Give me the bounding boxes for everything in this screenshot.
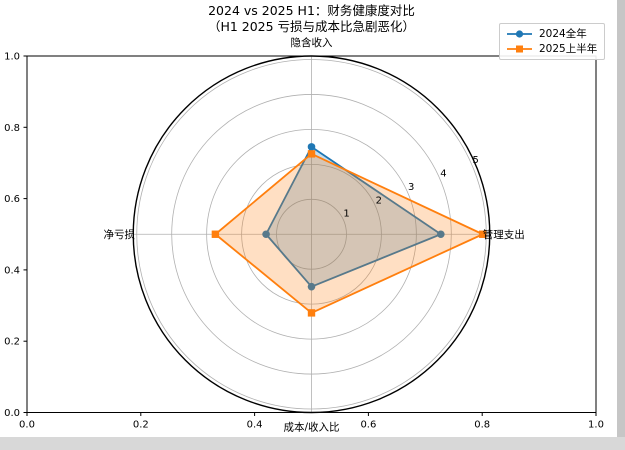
x-tick-label: 0.6 <box>360 420 376 431</box>
data-point-circle <box>307 143 316 151</box>
legend-item: 2024全年 <box>506 27 597 41</box>
y-tick-label: 1.0 <box>4 52 20 63</box>
x-tick-label: 0.8 <box>474 420 490 431</box>
x-tick-label: 0.0 <box>19 420 35 431</box>
x-tick-label: 1.0 <box>588 420 604 431</box>
category-label: 净亏损 <box>104 228 136 241</box>
legend-label: 2024全年 <box>539 28 587 40</box>
data-point-square <box>307 309 316 317</box>
data-point-circle <box>437 230 445 239</box>
chart-subtitle: （H1 2025 亏损与成本比急剧恶化） <box>207 19 416 34</box>
data-point-circle <box>307 282 316 291</box>
legend-line-circle-icon <box>507 30 532 38</box>
radial-tick-label: 2 <box>376 195 382 206</box>
window-edge-right <box>617 0 625 450</box>
x-tick-label: 0.4 <box>247 420 263 431</box>
category-label: 隐含收入 <box>291 36 333 49</box>
radial-tick-label: 3 <box>408 182 414 193</box>
y-tick-label: 0.8 <box>4 123 20 134</box>
data-point-circle <box>262 230 270 239</box>
figure-canvas: 2024 vs 2025 H1：财务健康度对比 （H1 2025 亏损与成本比急… <box>4 3 606 434</box>
data-point-square <box>307 150 316 158</box>
legend: 2024全年 2025上半年 <box>499 23 606 60</box>
legend-label: 2025上半年 <box>539 43 598 55</box>
category-label: 管理支出 <box>483 228 525 241</box>
chart-title: 2024 vs 2025 H1：财务健康度对比 <box>208 3 415 18</box>
data-point-square <box>479 230 487 238</box>
title-block: 2024 vs 2025 H1：财务健康度对比 （H1 2025 亏损与成本比急… <box>27 3 596 35</box>
window-edge-bottom <box>0 437 625 450</box>
polar-outline-circle <box>132 55 491 414</box>
radial-tick-label: 4 <box>440 169 446 180</box>
x-tick-label: 0.2 <box>133 420 149 431</box>
category-label: 成本/收入比 <box>283 420 339 433</box>
radial-tick-label: 5 <box>473 155 479 166</box>
legend-line-square-icon <box>507 45 532 53</box>
y-tick-label: 0.4 <box>4 265 20 276</box>
y-tick-label: 0.6 <box>4 194 20 205</box>
legend-item: 2025上半年 <box>506 42 597 56</box>
y-tick-label: 0.2 <box>4 337 20 348</box>
y-tick-label: 0.0 <box>4 408 20 419</box>
radial-tick-label: 1 <box>343 209 349 220</box>
data-point-square <box>211 230 220 238</box>
